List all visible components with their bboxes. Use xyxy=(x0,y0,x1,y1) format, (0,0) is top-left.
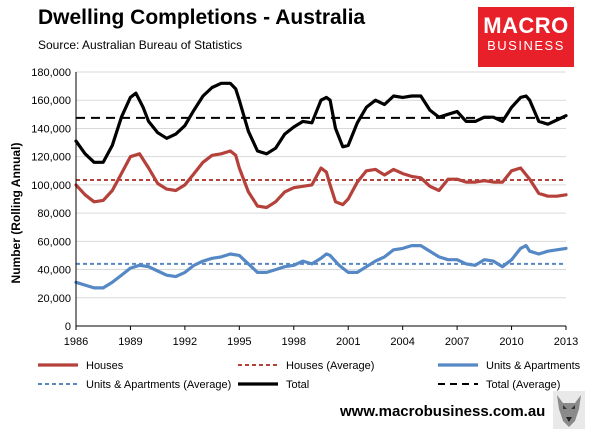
x-tick-label: 1992 xyxy=(173,336,197,348)
legend-label-units-apartments: Units & Apartments xyxy=(486,360,581,372)
y-tick-label: 140,000 xyxy=(31,123,71,135)
y-tick-label: 40,000 xyxy=(37,265,71,277)
series-line-houses xyxy=(74,149,568,210)
legend-label-total-average: Total (Average) xyxy=(486,379,560,391)
series-lines xyxy=(74,81,568,290)
series-line-total xyxy=(74,81,568,164)
y-tick-label: 80,000 xyxy=(37,208,71,220)
legend-label-houses-average: Houses (Average) xyxy=(286,360,374,372)
y-tick-label: 100,000 xyxy=(31,180,71,192)
x-tick-label: 2007 xyxy=(445,336,469,348)
legend-label-total: Total xyxy=(286,379,309,391)
x-tick-label: 1989 xyxy=(118,336,142,348)
chart-title: Dwelling Completions - Australia xyxy=(38,6,366,29)
y-tick-label: 60,000 xyxy=(37,236,71,248)
x-tick-label: 1995 xyxy=(227,336,251,348)
y-tick-label: 20,000 xyxy=(37,293,71,305)
logo-text-business: BUSINESS xyxy=(487,38,565,53)
x-tick-label: 2001 xyxy=(336,336,360,348)
legend-label-units-apartments-average: Units & Apartments (Average) xyxy=(86,379,231,391)
wolf-logo-icon xyxy=(553,391,585,429)
footer-url: www.macrobusiness.com.au xyxy=(340,403,546,420)
y-tick-label: 160,000 xyxy=(31,95,71,107)
macrobusiness-logo: MACRO BUSINESS xyxy=(478,7,574,67)
x-tick-label: 2010 xyxy=(499,336,523,348)
y-tick-label: 120,000 xyxy=(31,152,71,164)
x-tick-label: 2013 xyxy=(554,336,578,348)
axes: 0 20,000 40,000 60,000 80,000 100,000 120,000 1… xyxy=(31,67,578,348)
x-tick-label: 1998 xyxy=(282,336,306,348)
series-line-units-apartments xyxy=(74,244,568,290)
x-tick-label: 2004 xyxy=(390,336,414,348)
logo-text-macro: MACRO xyxy=(483,13,569,38)
y-tick-label: 180,000 xyxy=(31,67,71,79)
legend-label-houses: Houses xyxy=(86,360,124,372)
y-axis-label: Number (Rolling Annual) xyxy=(9,143,23,284)
legend: Houses Houses (Average) Units & Apartments… xyxy=(38,360,581,391)
chart-subtitle: Source: Australian Bureau of Statistics xyxy=(38,38,243,52)
y-tick-label: 0 xyxy=(65,321,71,333)
x-tick-label: 1986 xyxy=(64,336,88,348)
